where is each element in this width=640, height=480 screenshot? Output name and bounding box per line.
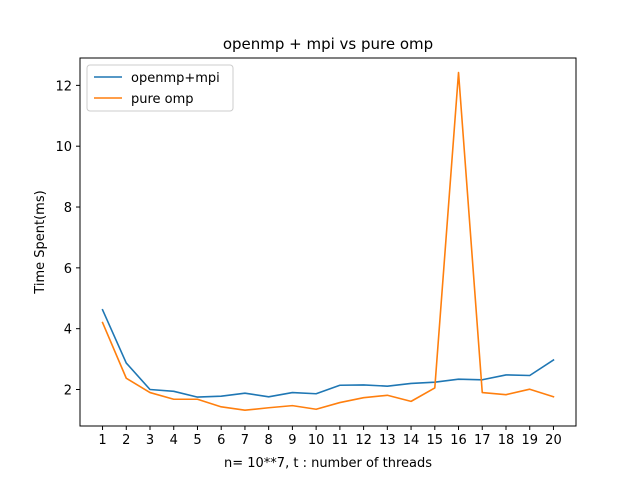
legend: openmp+mpi pure omp [86, 64, 234, 112]
x-axis-label: n= 10**7, t : number of threads [224, 456, 432, 471]
x-tick-label: 16 [450, 433, 467, 448]
plot-frame [79, 57, 577, 427]
x-tick-label: 11 [332, 433, 349, 448]
x-tick-label: 5 [193, 433, 201, 448]
x-tick-label: 9 [288, 433, 296, 448]
x-tick-label: 20 [545, 433, 562, 448]
x-tick-label: 2 [122, 433, 130, 448]
x-tick-label: 8 [265, 433, 273, 448]
y-tick-label: 10 [55, 140, 72, 155]
x-tick-label: 12 [355, 433, 372, 448]
y-tick-label: 4 [64, 323, 72, 338]
y-tick-label: 2 [64, 384, 72, 399]
y-tick-label: 6 [64, 262, 72, 277]
legend-label: pure omp [131, 92, 194, 107]
series-line-pure-omp [101, 71, 555, 411]
x-tick-label: 14 [403, 433, 420, 448]
x-tick-label: 1 [98, 433, 106, 448]
x-tick-label: 18 [498, 433, 515, 448]
x-tick-label: 15 [427, 433, 444, 448]
y-tick-label: 12 [55, 79, 72, 94]
series-layer [101, 71, 555, 411]
x-tick-label: 6 [217, 433, 225, 448]
y-axis-label: Time Spent(ms) [33, 190, 48, 294]
x-tick-label: 3 [146, 433, 154, 448]
plot-background [80, 58, 576, 426]
x-axis: 1 2 3 4 5 6 7 8 9 10 11 12 13 14 15 16 17 18 19 20 [98, 426, 562, 448]
x-tick-label: 10 [308, 433, 325, 448]
x-tick-label: 13 [379, 433, 396, 448]
legend-label: openmp+mpi [131, 71, 220, 86]
x-tick-label: 19 [521, 433, 538, 448]
y-tick-label: 8 [64, 201, 72, 216]
chart-title: openmp + mpi vs pure omp [223, 35, 433, 53]
y-axis: 2 4 6 8 10 12 [55, 79, 80, 399]
x-tick-label: 4 [170, 433, 178, 448]
series-line-openmp-mpi [101, 308, 555, 398]
legend-box [86, 64, 234, 112]
x-tick-label: 17 [474, 433, 491, 448]
plot-area [80, 58, 576, 426]
x-tick-label: 7 [241, 433, 249, 448]
